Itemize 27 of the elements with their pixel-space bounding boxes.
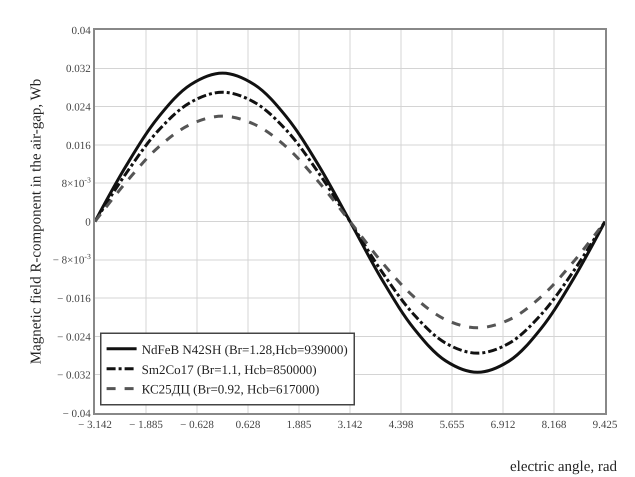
y-tick-label: 0.04 [72, 24, 92, 37]
x-tick-label: 3.142 [338, 419, 362, 432]
y-tick-label: 0 [85, 216, 92, 228]
x-tick-label: 4.398 [388, 419, 414, 432]
x-tick-label: 5.655 [440, 419, 465, 432]
y-tick-label: − 0.032 [57, 370, 91, 382]
y-tick-label: 0.032 [66, 63, 91, 76]
y-tick-label: − 0.04 [62, 408, 92, 420]
x-tick-label: − 1.885 [129, 419, 164, 432]
x-axis-title: electric angle, rad [510, 459, 618, 475]
x-tick-label: 6.912 [490, 419, 516, 432]
y-tick-label: − 8×10$^{-3}$ [52, 252, 91, 267]
x-tick-label: 1.885 [286, 419, 312, 432]
y-tick-label: 8×10$^{-3}$ [62, 175, 91, 190]
y-axis-title: Magnetic field R-component in the air-gap, Wb [28, 78, 44, 364]
x-tick-label: − 3.142 [78, 419, 112, 432]
y-tick-label: − 0.016 [57, 292, 92, 305]
y-tick-label: − 0.024 [57, 331, 92, 344]
y-tick-label: 0.016 [66, 140, 92, 152]
x-tick-label: − 0.628 [180, 419, 214, 432]
x-tick-label: 8.168 [542, 419, 567, 432]
x-tick-label: 0.628 [236, 419, 261, 432]
legend-label: КС25ДЦ (Br=0.92, Hcb=617000) [142, 382, 320, 397]
legend-label: NdFeB N42SH (Br=1.28,Hcb=939000) [142, 342, 348, 357]
x-tick-label: 9.425 [592, 419, 618, 432]
y-tick-label: 0.024 [66, 101, 92, 114]
legend-label: Sm2Co17 (Br=1.1, Hcb=850000) [142, 362, 317, 377]
